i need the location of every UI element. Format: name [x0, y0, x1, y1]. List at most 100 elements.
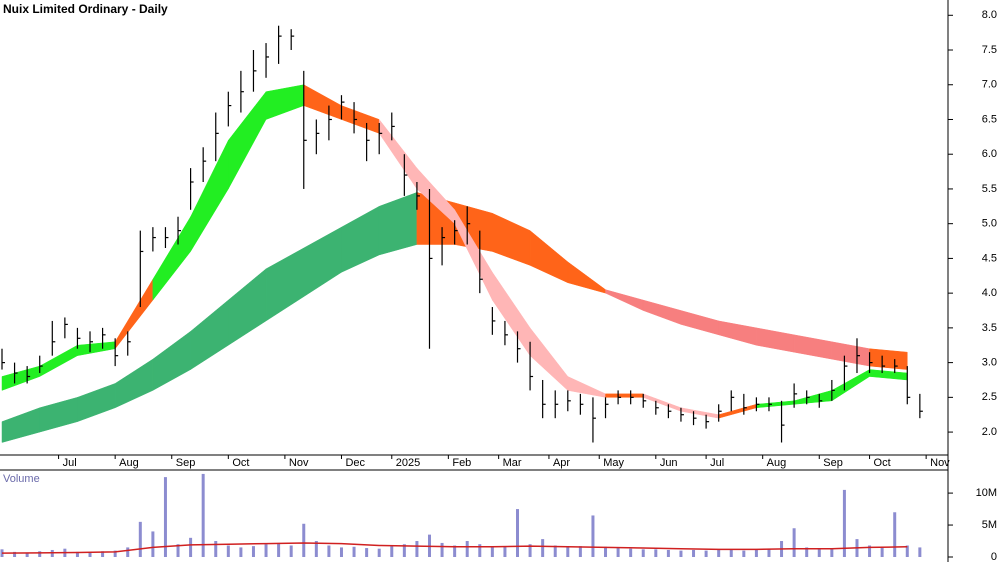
volume-bar [189, 537, 193, 557]
y-tick-label: 2.0 [982, 426, 997, 438]
volume-bar [251, 546, 255, 557]
volume-bar [25, 552, 29, 557]
y-tick-label: 3.0 [982, 357, 997, 369]
volume-bar [402, 544, 406, 557]
volume-bar [553, 545, 557, 557]
volume-bar [214, 541, 218, 557]
volume-title: Volume [3, 473, 40, 485]
x-tick-label: Sep [823, 457, 843, 469]
volume-bar [377, 548, 381, 557]
chart-title: Nuix Limited Ordinary - Daily [3, 2, 168, 16]
volume-bar [842, 489, 846, 557]
volume-bar [490, 546, 494, 557]
volume-bar [478, 544, 482, 557]
y-tick-label: 4.5 [982, 252, 997, 264]
volume-bar [880, 546, 884, 557]
volume-bar [742, 550, 746, 557]
volume-bar [126, 547, 130, 557]
volume-bar [314, 541, 318, 557]
volume-bar [616, 548, 620, 557]
volume-bar [918, 547, 922, 557]
volume-bar [277, 542, 281, 557]
y-tick-label: 5M [982, 519, 997, 531]
volume-bar [767, 549, 771, 557]
y-tick-label: 4.0 [982, 287, 997, 299]
volume-bar [101, 551, 105, 557]
volume-average-line [1, 542, 908, 554]
title-bg [0, 2, 150, 18]
volume-bar [138, 521, 142, 557]
volume-bar [289, 545, 293, 557]
x-tick-label: Sep [176, 457, 196, 469]
volume-bar [805, 547, 809, 557]
x-tick-label: Aug [119, 457, 139, 469]
y-tick-label: 5.0 [982, 218, 997, 230]
volume-bar [566, 547, 570, 557]
volume-bar [13, 551, 17, 557]
volume-bar [352, 546, 356, 557]
volume-bar [302, 523, 306, 557]
volume-bar [654, 549, 658, 557]
y-tick-label: 3.5 [982, 322, 997, 334]
volume-bar [339, 547, 343, 557]
volume-bar [151, 531, 155, 557]
volume-bar [868, 545, 872, 557]
volume-bar [817, 549, 821, 557]
x-tick-label: Aug [767, 457, 787, 469]
volume-bar [453, 545, 457, 557]
volume-bar [604, 546, 608, 557]
y-tick-label: 7.0 [982, 79, 997, 91]
volume-bar [528, 544, 532, 557]
volume-bar [729, 549, 733, 557]
volume-bar [792, 528, 796, 557]
volume-bar [390, 545, 394, 557]
volume-bar [75, 551, 79, 557]
x-tick-label: May [603, 457, 624, 469]
volume-bar [88, 552, 92, 557]
x-tick-label: Feb [452, 457, 471, 469]
x-tick-label: Nov [930, 457, 950, 469]
y-tick-label: 7.5 [982, 44, 997, 56]
volume-bar [692, 549, 696, 557]
volume-bar [641, 549, 645, 557]
volume-bar [704, 550, 708, 557]
volume-bar [679, 550, 683, 557]
x-tick-label: Jul [63, 457, 77, 469]
y-tick-label: 0 [991, 551, 997, 562]
x-tick-label: Oct [874, 457, 891, 469]
volume-bar [503, 546, 507, 557]
volume-bar [415, 541, 419, 557]
volume-bar [327, 545, 331, 557]
y-tick-label: 2.5 [982, 391, 997, 403]
volume-bar [754, 549, 758, 557]
volume-bar [239, 547, 243, 557]
volume-bar [264, 544, 268, 557]
x-tick-label: Mar [503, 457, 522, 469]
x-tick-label: 2025 [396, 457, 420, 469]
y-tick-label: 10M [976, 487, 997, 499]
y-tick-label: 5.5 [982, 183, 997, 195]
y-tick-label: 6.5 [982, 113, 997, 125]
y-tick-label: 8.0 [982, 9, 997, 21]
volume-bar [163, 477, 167, 557]
volume-bar [465, 541, 469, 557]
volume-bar [201, 473, 205, 557]
volume-bar [905, 545, 909, 557]
volume-bar [176, 544, 180, 557]
volume-bar [113, 550, 117, 557]
volume-bar [629, 548, 633, 557]
volume-bar [578, 546, 582, 557]
x-tick-label: Nov [289, 457, 309, 469]
volume-bar [38, 551, 42, 557]
volume-bar [591, 515, 595, 557]
volume-bar [226, 545, 230, 557]
volume-bar [666, 549, 670, 557]
volume-bar [440, 542, 444, 557]
plot-layer [0, 25, 923, 557]
ribbon-segment [605, 393, 644, 398]
y-tick-label: 6.0 [982, 148, 997, 160]
volume-bar [893, 512, 897, 557]
volume-bar [717, 549, 721, 557]
